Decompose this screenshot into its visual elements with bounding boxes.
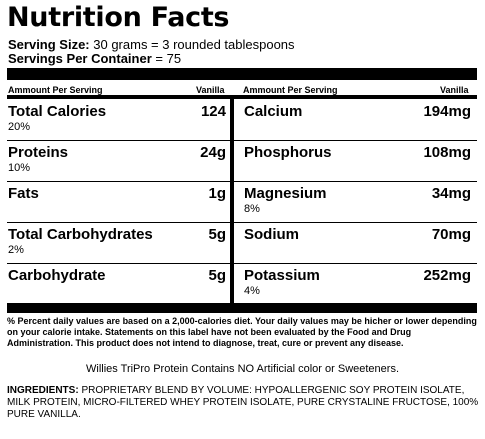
nutrient-row: Potassium 4% 252mg (244, 262, 471, 304)
right-column-variant: Vanilla (440, 85, 469, 95)
servings-per-container: Servings Per Container = 75 (8, 51, 181, 66)
nutrient-row: Phosphorus 108mg (244, 139, 471, 181)
nutrient-row: Proteins 10% 24g (8, 139, 226, 181)
row-divider (7, 181, 477, 182)
row-divider (7, 222, 477, 223)
nutrient-name: Carbohydrate (8, 267, 106, 284)
nutrient-name: Phosphorus (244, 144, 332, 161)
nutrient-value: 1g (208, 185, 226, 202)
nutrient-percent: 2% (8, 244, 24, 256)
ingredients-label: INGREDIENTS: (7, 385, 79, 396)
nutrient-row: Magnesium 8% 34mg (244, 180, 471, 222)
nutrient-name: Magnesium (244, 185, 327, 202)
servings-per-container-value: = 75 (151, 51, 182, 66)
thick-divider-header (7, 95, 477, 99)
nutrient-row: Total Calories 20% 124 (8, 98, 226, 140)
nutrient-name: Fats (8, 185, 39, 202)
column-separator (230, 96, 234, 306)
nutrient-percent: 4% (244, 285, 260, 297)
row-divider (7, 140, 477, 141)
nutrient-row: Carbohydrate 5g (8, 262, 226, 304)
nutrient-percent: 20% (8, 121, 31, 133)
thick-divider-top (7, 68, 477, 80)
daily-value-footnote: % Percent daily values are based on a 2,… (7, 316, 477, 348)
nutrient-percent: 10% (8, 162, 31, 174)
nutrient-value: 5g (208, 267, 226, 284)
nutrient-value: 108mg (423, 144, 471, 161)
nutrient-row: Sodium 70mg (244, 221, 471, 263)
serving-size-label: Serving Size: (8, 37, 90, 52)
serving-size: Serving Size: 30 grams = 3 rounded table… (8, 37, 295, 52)
right-column-header: Ammount Per Serving (243, 85, 338, 95)
nutrient-name: Sodium (244, 226, 299, 243)
nutrient-name: Total Calories (8, 103, 107, 120)
nutrient-percent: 8% (244, 203, 260, 215)
ingredients-text: PROPRIETARY BLEND BY VOLUME: HYPOALLERGE… (7, 385, 479, 420)
nutrient-value: 194mg (423, 103, 471, 120)
left-column-variant: Vanilla (196, 85, 225, 95)
nutrient-name: Proteins (8, 144, 69, 161)
nutrient-name: Total Carbohydrates (8, 226, 153, 243)
nutrient-name: Calcium (244, 103, 303, 120)
row-divider (7, 263, 477, 264)
thick-divider-bottom (7, 303, 477, 313)
nutrient-value: 70mg (431, 226, 471, 243)
nutrient-value: 5g (208, 226, 226, 243)
serving-size-value: 30 grams = 3 rounded tablespoons (89, 37, 295, 52)
nutrient-row: Calcium 194mg (244, 98, 471, 140)
left-column-header: Ammount Per Serving (8, 85, 103, 95)
no-artificial-notice: Willies TriPro Protein Contains NO Artif… (86, 363, 399, 375)
nutrient-value: 34mg (431, 185, 471, 202)
nutrient-value: 252mg (423, 267, 471, 284)
nutrient-name: Potassium (244, 267, 320, 284)
ingredients-list: INGREDIENTS: PROPRIETARY BLEND BY VOLUME… (7, 385, 479, 421)
label-title: Nutrition Facts (7, 2, 230, 33)
nutrient-value: 24g (200, 144, 226, 161)
servings-per-container-label: Servings Per Container (8, 51, 152, 66)
nutrient-value: 124 (200, 103, 226, 120)
nutrient-row: Fats 1g (8, 180, 226, 222)
nutrient-row: Total Carbohydrates 2% 5g (8, 221, 226, 263)
